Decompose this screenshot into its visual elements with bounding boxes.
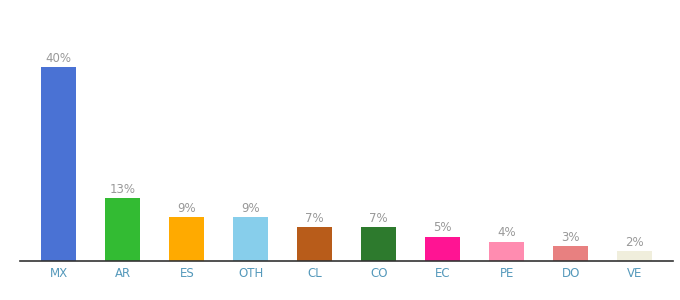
Bar bbox=[425, 237, 460, 261]
Text: 4%: 4% bbox=[498, 226, 516, 239]
Bar bbox=[489, 242, 524, 261]
Text: 40%: 40% bbox=[46, 52, 72, 65]
Bar bbox=[617, 251, 652, 261]
Text: 5%: 5% bbox=[434, 221, 452, 234]
Text: 9%: 9% bbox=[177, 202, 196, 215]
Bar bbox=[297, 227, 333, 261]
Bar bbox=[169, 218, 205, 261]
Text: 7%: 7% bbox=[369, 212, 388, 225]
Text: 9%: 9% bbox=[241, 202, 260, 215]
Bar bbox=[233, 218, 269, 261]
Text: 13%: 13% bbox=[109, 183, 136, 196]
Text: 2%: 2% bbox=[626, 236, 644, 249]
Bar bbox=[554, 247, 588, 261]
Text: 7%: 7% bbox=[305, 212, 324, 225]
Bar bbox=[105, 198, 140, 261]
Bar bbox=[361, 227, 396, 261]
Bar bbox=[41, 67, 76, 261]
Text: 3%: 3% bbox=[562, 231, 580, 244]
